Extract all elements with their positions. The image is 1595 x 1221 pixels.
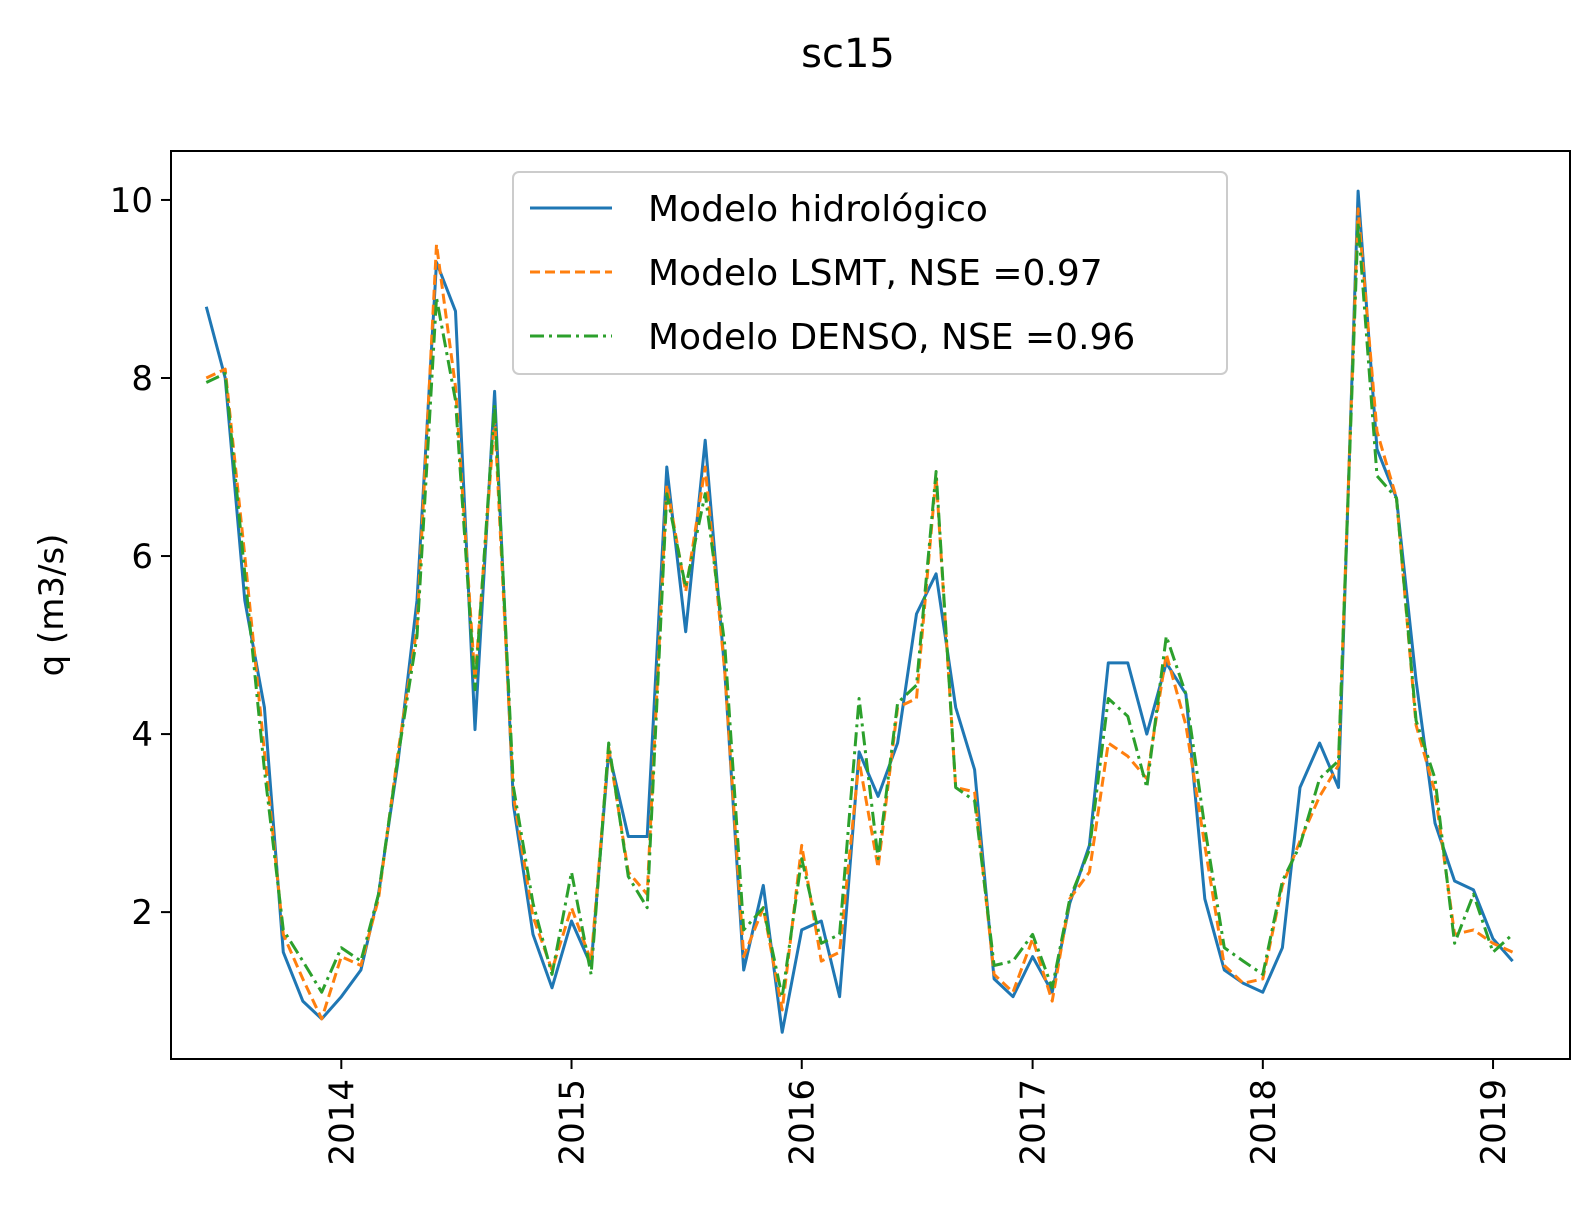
legend-label-2: Modelo LSMT, NSE =0.97 <box>648 253 1103 294</box>
x-axis: 2014 2015 2016 2017 2018 2019 <box>322 1059 1514 1166</box>
legend-label-3: Modelo DENSO, NSE =0.96 <box>648 317 1135 358</box>
y-tick-label: 10 <box>110 181 153 221</box>
x-tick-label: 2016 <box>783 1079 823 1166</box>
plot-area <box>204 189 1514 1034</box>
x-tick-label: 2015 <box>553 1079 593 1166</box>
x-tick-label: 2019 <box>1474 1079 1514 1166</box>
x-tick-label: 2017 <box>1014 1079 1054 1166</box>
chart-title: sc15 <box>801 31 895 77</box>
y-tick-label: 2 <box>131 893 153 933</box>
legend: Modelo hidrológico Modelo LSMT, NSE =0.97… <box>512 171 1228 375</box>
y-axis-label: q (m3/s) <box>32 534 72 677</box>
y-tick-label: 6 <box>131 537 153 577</box>
plot-frame <box>170 150 1571 1060</box>
y-tick-label: 4 <box>131 715 153 755</box>
series-line-3 <box>205 220 1514 999</box>
y-tick-label: 8 <box>131 359 153 399</box>
x-tick-label: 2014 <box>322 1079 362 1166</box>
legend-label-1: Modelo hidrológico <box>648 189 988 230</box>
legend-box <box>512 171 1228 375</box>
y-axis: 2 4 6 8 10 <box>110 181 171 933</box>
x-tick-label: 2018 <box>1244 1079 1284 1166</box>
